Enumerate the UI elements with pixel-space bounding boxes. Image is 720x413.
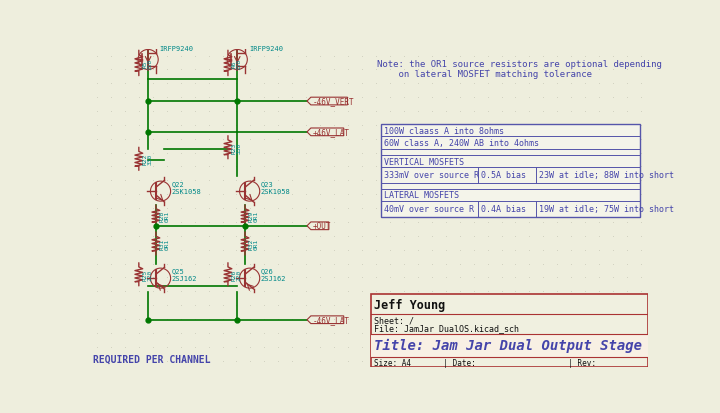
Text: R32: R32 (248, 238, 253, 249)
Text: 23W at idle; 88W into short: 23W at idle; 88W into short (539, 171, 674, 180)
Text: 150: 150 (236, 58, 241, 69)
Text: Q22: Q22 (171, 180, 184, 187)
Text: 2SJ162: 2SJ162 (261, 275, 286, 281)
Text: 330: 330 (147, 154, 152, 165)
Text: R5: R5 (143, 60, 148, 67)
Text: 0.5A bias: 0.5A bias (481, 171, 526, 180)
Text: VERTICAL MOSFETS: VERTICAL MOSFETS (384, 157, 464, 166)
Text: 19W at idle; 75W into short: 19W at idle; 75W into short (539, 205, 674, 214)
Text: File: JamJar DualOS.kicad_sch: File: JamJar DualOS.kicad_sch (374, 323, 519, 332)
Text: R25: R25 (143, 269, 148, 280)
Text: 330: 330 (236, 142, 241, 154)
Text: -46V_LAT: -46V_LAT (312, 316, 349, 325)
Text: Q25: Q25 (171, 267, 184, 273)
Text: IRFP9240: IRFP9240 (160, 46, 194, 52)
Text: R23: R23 (232, 142, 237, 154)
Text: Title: Jam Jar Dual Output Stage: Title: Jam Jar Dual Output Stage (374, 338, 642, 352)
Text: Q26: Q26 (261, 267, 274, 273)
Text: on lateral MOSFET matching tolerance: on lateral MOSFET matching tolerance (377, 69, 592, 78)
Text: -46V_VERT: -46V_VERT (312, 97, 354, 106)
Text: R26: R26 (232, 269, 237, 280)
Text: +46V_LAT: +46V_LAT (312, 128, 349, 137)
Text: 220: 220 (147, 269, 152, 280)
Text: +OUT: +OUT (312, 222, 331, 231)
Text: 0R1: 0R1 (253, 238, 258, 249)
Text: 0.4A bias: 0.4A bias (481, 205, 526, 214)
Text: REQUIRED PER CHANNEL: REQUIRED PER CHANNEL (93, 354, 210, 363)
Text: 150: 150 (147, 58, 152, 69)
Text: R31: R31 (160, 238, 165, 249)
Text: 2SJ162: 2SJ162 (171, 275, 197, 281)
Bar (381, 125, 640, 217)
Text: 2SK1058: 2SK1058 (171, 188, 201, 194)
Text: 0R1: 0R1 (253, 210, 258, 221)
Text: IRFP9240: IRFP9240 (249, 46, 283, 52)
Text: 60W class A, 240W AB into 4ohms: 60W class A, 240W AB into 4ohms (384, 139, 539, 148)
Text: 40mV over source R: 40mV over source R (384, 205, 474, 214)
Text: 0R1: 0R1 (164, 238, 169, 249)
Text: 2SK1058: 2SK1058 (261, 188, 290, 194)
Bar (371, 294, 648, 368)
Text: R28: R28 (160, 210, 165, 221)
Text: Sheet: /: Sheet: / (374, 316, 415, 325)
Text: 100W claass A into 8ohms: 100W claass A into 8ohms (384, 126, 504, 135)
Text: LATERAL MOSFETS: LATERAL MOSFETS (384, 191, 459, 200)
Text: R6: R6 (232, 60, 237, 67)
Text: Q23: Q23 (261, 180, 274, 187)
Text: 0R1: 0R1 (164, 210, 169, 221)
Text: R22: R22 (143, 154, 148, 165)
Text: Note: the OR1 source resistors are optional depending: Note: the OR1 source resistors are optio… (377, 60, 662, 69)
Text: R29: R29 (248, 210, 253, 221)
Bar (371, 334, 648, 357)
Text: Jeff Young: Jeff Young (374, 298, 446, 311)
Text: 333mV over source R: 333mV over source R (384, 171, 479, 180)
Text: Size: A4       | Date:                    | Rev:: Size: A4 | Date: | Rev: (374, 358, 596, 368)
Text: 220: 220 (236, 269, 241, 280)
